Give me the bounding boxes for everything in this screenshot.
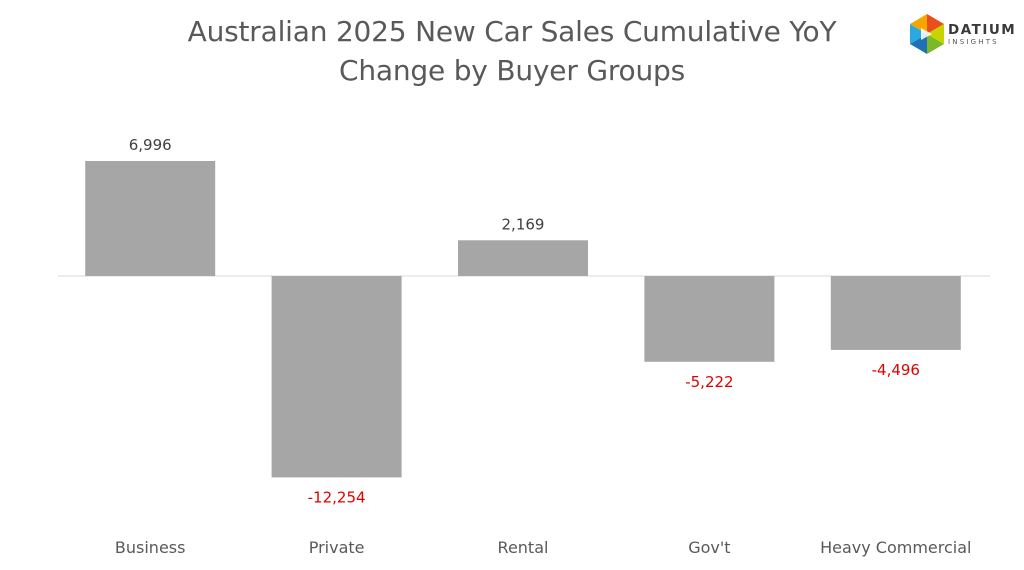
logo-name: DATIUM (948, 22, 1017, 38)
logo-subtitle: INSIGHTS (948, 38, 999, 46)
category-label-1: Private (309, 538, 365, 557)
category-label-0: Business (115, 538, 186, 557)
bar-value-label-3: -5,222 (685, 373, 733, 391)
bar-value-label-1: -12,254 (308, 488, 366, 506)
bar-0 (85, 161, 216, 276)
bar-value-label-0: 6,996 (129, 136, 172, 154)
bar-1 (271, 276, 402, 478)
bar-4 (830, 276, 961, 350)
bar-value-label-2: 2,169 (502, 215, 545, 233)
category-label-3: Gov't (688, 538, 730, 557)
chart-title-line-2: Change by Buyer Groups (339, 54, 685, 87)
chart-title-line-1: Australian 2025 New Car Sales Cumulative… (187, 15, 837, 48)
datium-logo-mark-icon (910, 14, 944, 54)
category-label-2: Rental (498, 538, 549, 557)
bar-value-label-4: -4,496 (872, 361, 920, 379)
bar-3 (644, 276, 775, 362)
datium-logo: DATIUM INSIGHTS (910, 14, 1020, 54)
category-label-4: Heavy Commercial (820, 538, 971, 557)
bar-2 (458, 240, 588, 276)
